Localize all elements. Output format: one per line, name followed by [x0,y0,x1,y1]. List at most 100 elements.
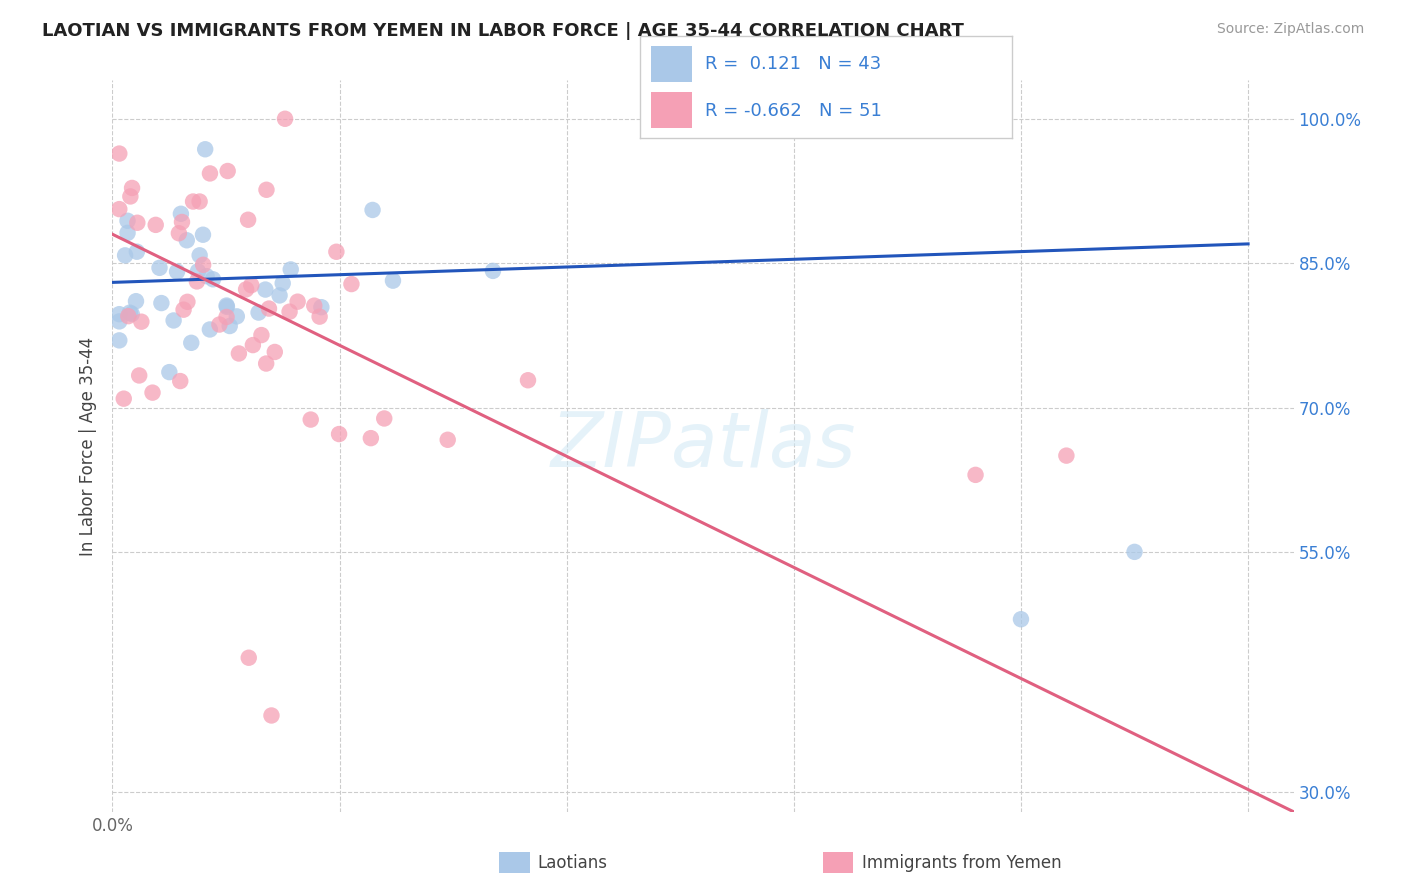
Point [193,258,215,272]
Point [269,288,291,302]
Point [181,194,204,209]
Point [235,282,257,296]
Point [247,305,270,319]
Point [340,277,363,291]
Point [304,299,326,313]
Point [373,411,395,425]
Point [263,345,285,359]
Point [965,467,987,482]
Point [280,262,302,277]
Point [166,264,188,278]
Point [254,357,277,371]
Point [145,218,167,232]
Point [256,183,278,197]
Point [157,365,180,379]
Point [108,202,131,216]
Point [436,433,458,447]
Point [271,277,294,291]
Point [195,269,218,284]
Point [141,385,163,400]
Point [217,164,239,178]
Text: Laotians: Laotians [537,854,607,871]
FancyBboxPatch shape [499,852,530,873]
Point [287,294,309,309]
Point [121,181,143,195]
Point [125,244,148,259]
Point [236,212,259,227]
Point [114,248,136,262]
Point [112,392,135,406]
Point [148,260,170,275]
Point [125,294,148,309]
Point [274,112,297,126]
Point [517,373,540,387]
Point [188,248,211,262]
Point [194,142,217,156]
FancyBboxPatch shape [823,852,853,873]
Point [240,278,263,293]
Point [176,233,198,247]
Point [215,300,238,314]
Text: R =  0.121   N = 43: R = 0.121 N = 43 [704,55,882,73]
Point [381,274,404,288]
Point [1054,449,1077,463]
Point [117,213,139,227]
Point [187,264,209,278]
Text: LAOTIAN VS IMMIGRANTS FROM YEMEN IN LABOR FORCE | AGE 35-44 CORRELATION CHART: LAOTIAN VS IMMIGRANTS FROM YEMEN IN LABO… [42,22,965,40]
Point [360,431,382,445]
Point [254,283,277,297]
Point [257,301,280,316]
Text: Immigrants from Yemen: Immigrants from Yemen [862,854,1062,871]
Point [228,346,250,360]
Point [162,313,184,327]
FancyBboxPatch shape [651,46,692,82]
Point [198,322,221,336]
Point [176,294,198,309]
Point [121,307,143,321]
Point [169,374,191,388]
Point [191,227,214,242]
Point [1010,612,1032,626]
Point [311,300,333,314]
Point [215,310,238,324]
Point [186,275,208,289]
Point [128,368,150,383]
Text: R = -0.662   N = 51: R = -0.662 N = 51 [704,102,882,120]
Point [180,335,202,350]
Point [299,412,322,426]
Point [131,315,153,329]
Point [482,264,505,278]
Point [238,650,260,665]
Point [202,272,225,286]
Point [173,302,195,317]
Point [170,207,193,221]
Point [308,310,330,324]
Point [198,166,221,180]
Point [1123,545,1146,559]
Point [108,307,131,321]
Text: ZIPatlas: ZIPatlas [550,409,856,483]
Point [250,328,273,343]
Point [215,299,238,313]
Point [150,296,173,310]
Point [208,318,231,332]
Point [361,202,384,217]
Point [127,216,149,230]
Point [117,226,139,240]
Point [242,338,264,352]
FancyBboxPatch shape [651,92,692,128]
Point [167,226,190,240]
Point [108,146,131,161]
Point [120,189,142,203]
Point [117,309,139,323]
Point [260,708,283,723]
Point [118,305,141,319]
Point [108,334,131,348]
Point [108,314,131,328]
Y-axis label: In Labor Force | Age 35-44: In Labor Force | Age 35-44 [79,336,97,556]
Point [188,194,211,209]
Point [328,427,350,442]
Point [278,304,301,318]
Point [218,318,240,333]
Point [170,215,193,229]
